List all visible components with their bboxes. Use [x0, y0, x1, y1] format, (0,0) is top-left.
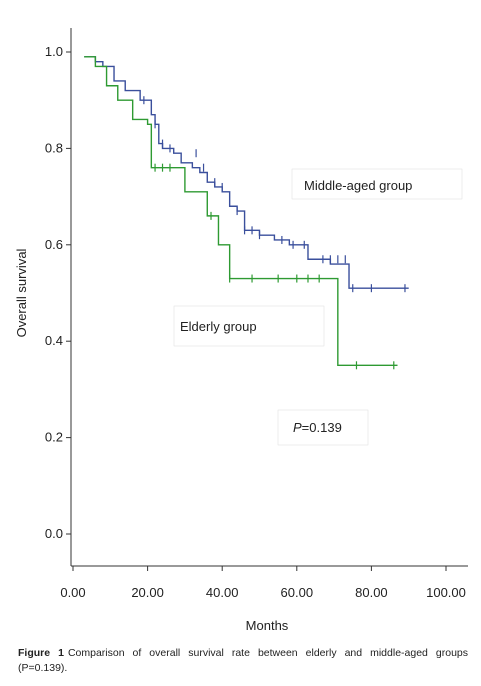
series-layer: [84, 56, 409, 370]
annotation-elderly: Elderly group: [180, 319, 257, 334]
x-tick-label: 20.00: [131, 585, 164, 600]
x-tick-label: 60.00: [281, 585, 314, 600]
y-tick-label: 0.4: [45, 333, 63, 348]
annotation-p-value: P=0.139: [293, 420, 342, 435]
middle-aged-label-box: [291, 168, 463, 200]
y-axis-title: Overall survival: [14, 248, 29, 337]
caption-label: Figure 1: [18, 647, 64, 659]
y-ticks: 0.0 0.2 0.4 0.6 0.8 1.0: [45, 44, 71, 541]
y-tick-label: 0.0: [45, 526, 63, 541]
y-tick-label: 0.6: [45, 237, 63, 252]
y-tick-label: 0.8: [45, 140, 63, 155]
x-tick-label: 80.00: [355, 585, 388, 600]
y-tick-label: 1.0: [45, 44, 63, 59]
elderly-label-box: [173, 305, 325, 347]
series-line-elderly-group: [84, 56, 398, 366]
x-tick-label: 40.00: [206, 585, 239, 600]
caption-text: Comparison of overall survival rate betw…: [18, 647, 468, 674]
x-ticks: 0.00 20.00 40.00 60.00 80.00 100.00: [60, 566, 466, 600]
x-tick-label: 100.00: [426, 585, 466, 600]
p-value-number: =0.139: [302, 420, 342, 435]
x-tick-label: 0.00: [60, 585, 85, 600]
y-tick-label: 0.2: [45, 430, 63, 445]
annotation-middle-aged: Middle-aged group: [304, 178, 412, 193]
x-axis-title: Months: [246, 618, 289, 633]
p-value-box: [277, 409, 369, 446]
km-survival-chart: 0.0 0.2 0.4 0.6 0.8 1.0 0.00 20.00 40.00 60.00 80…: [14, 28, 468, 633]
p-value-symbol: P: [293, 420, 302, 435]
figure-caption: Figure 1 Comparison of overall survival r…: [18, 646, 468, 676]
